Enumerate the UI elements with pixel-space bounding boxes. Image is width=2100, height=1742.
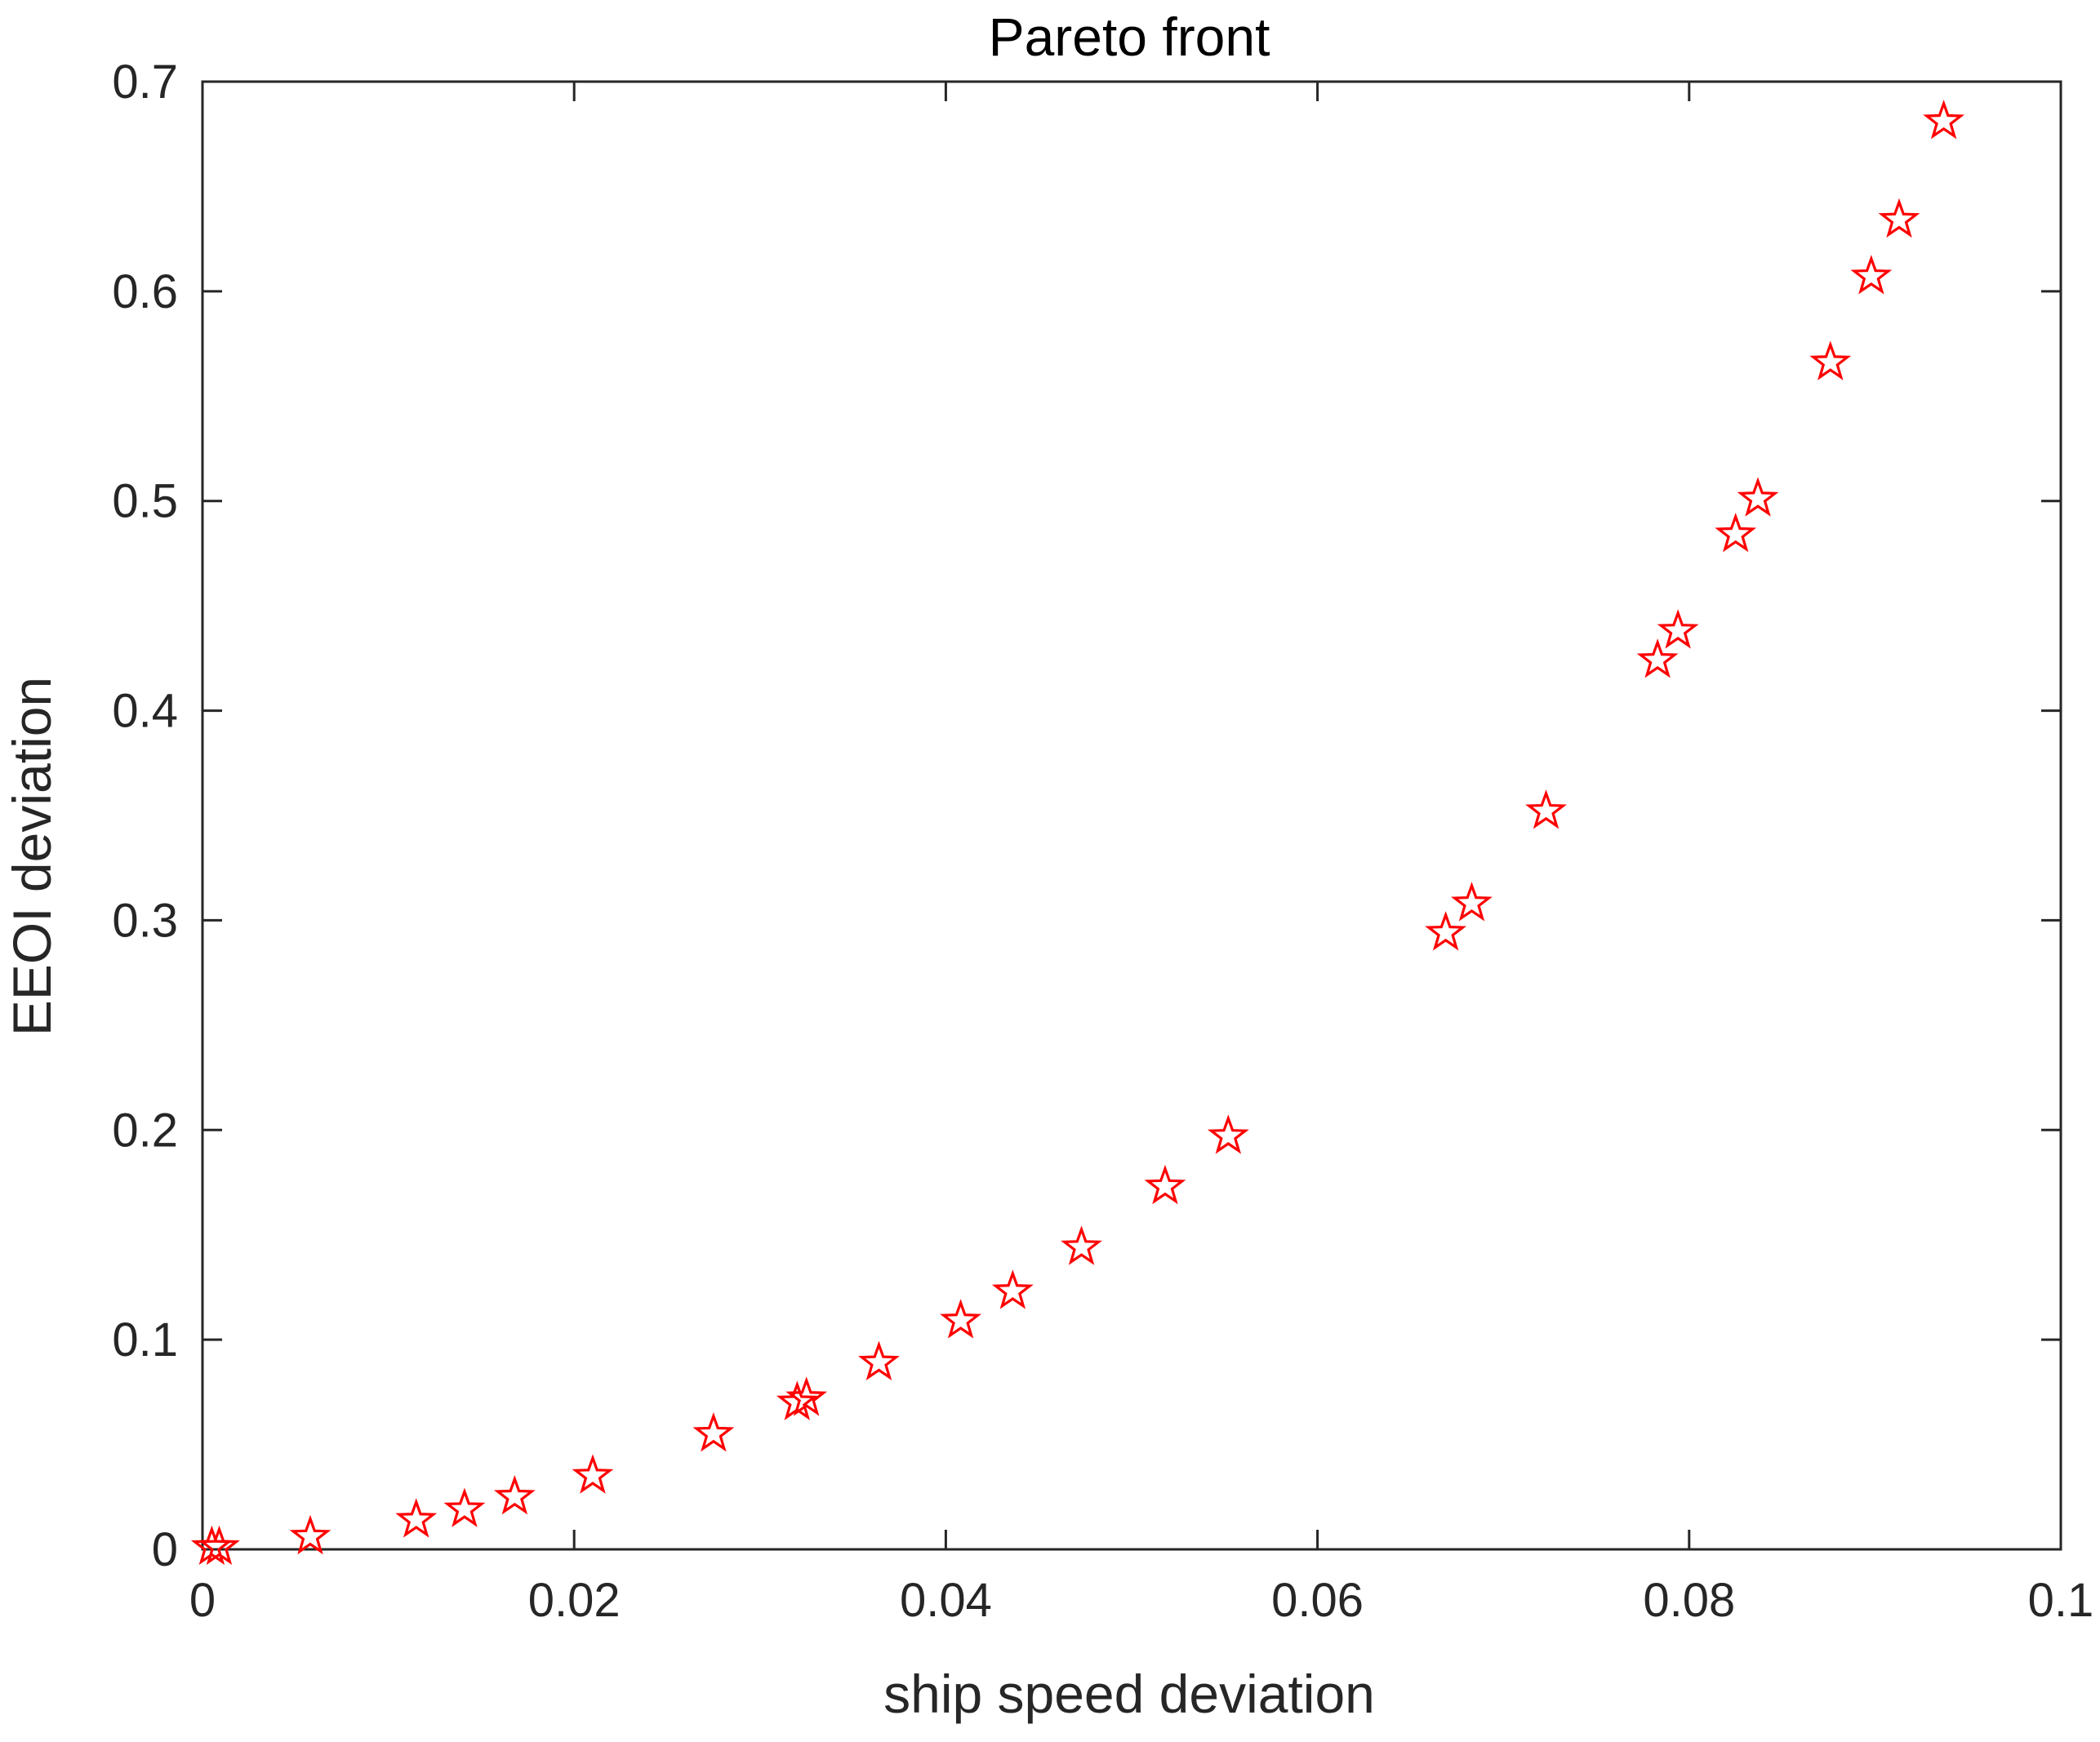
axes-box xyxy=(201,80,2062,1551)
y-tick-label: 0.1 xyxy=(112,1313,178,1366)
data-point-star xyxy=(1878,198,1920,238)
y-tick-label: 0.7 xyxy=(112,56,178,109)
y-axis-ticks xyxy=(202,80,2061,1551)
y-tick-label: 0 xyxy=(152,1523,178,1576)
data-point-star xyxy=(1657,609,1699,649)
data-point-star xyxy=(1525,789,1567,829)
data-point-star xyxy=(1061,1225,1102,1265)
plot-area xyxy=(201,80,2062,1551)
data-point-star xyxy=(395,1498,438,1538)
data-markers xyxy=(190,100,1965,1566)
x-tick-label: 0.04 xyxy=(900,1574,992,1627)
y-tick-label: 0.2 xyxy=(112,1104,178,1157)
x-axis-label: ship speed deviation xyxy=(883,1664,1375,1724)
data-point-star xyxy=(443,1487,486,1527)
data-point-star xyxy=(1425,911,1467,951)
data-point-star xyxy=(289,1514,331,1555)
data-point-star xyxy=(572,1454,614,1494)
y-tick-label: 0.5 xyxy=(112,475,178,528)
data-point-star xyxy=(198,1525,240,1566)
data-point-star xyxy=(1144,1164,1186,1205)
data-point-star xyxy=(1636,638,1679,678)
data-point-star xyxy=(785,1376,828,1416)
data-point-star xyxy=(1207,1114,1249,1154)
y-axis-label: EEOI deviation xyxy=(2,677,62,1036)
x-axis-ticks xyxy=(201,82,2062,1549)
x-tick-label: 0.1 xyxy=(2028,1574,2094,1627)
y-tick-label: 0.6 xyxy=(112,265,178,318)
data-point-star xyxy=(1715,513,1757,553)
x-axis-tick-labels: 0 0.02 0.04 0.06 0.08 0.1 xyxy=(189,1574,2093,1627)
data-point-star xyxy=(1923,100,1965,140)
y-tick-label: 0.4 xyxy=(112,685,178,738)
data-point-star xyxy=(991,1269,1034,1309)
data-point-star xyxy=(692,1411,735,1452)
y-tick-label: 0.3 xyxy=(112,894,178,947)
x-tick-label: 0.08 xyxy=(1643,1574,1735,1627)
data-point-star xyxy=(1850,255,1893,295)
x-tick-label: 0 xyxy=(189,1574,216,1627)
y-axis-tick-labels: 0 0.1 0.2 0.3 0.4 0.5 0.6 0.7 xyxy=(112,56,178,1576)
data-point-star xyxy=(858,1340,900,1381)
x-tick-label: 0.06 xyxy=(1271,1574,1364,1627)
data-point-star xyxy=(940,1299,982,1339)
x-tick-label: 0.02 xyxy=(528,1574,621,1627)
data-point-star xyxy=(1451,882,1493,922)
data-point-star xyxy=(1809,340,1852,380)
chart-title: Pareto front xyxy=(989,7,1270,67)
data-point-star xyxy=(1737,477,1779,517)
data-point-star xyxy=(493,1475,536,1515)
